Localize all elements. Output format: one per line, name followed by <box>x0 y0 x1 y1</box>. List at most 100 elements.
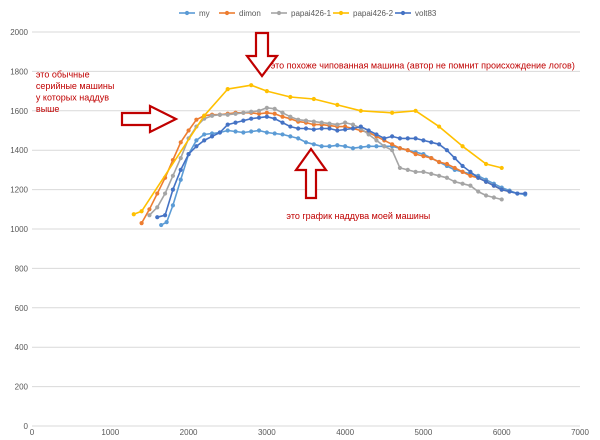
data-point-papai426-2 <box>249 83 254 88</box>
data-point-dimon <box>429 155 434 161</box>
legend-item-papai426-2: papai426-2 <box>333 9 394 18</box>
data-point-papai426-1 <box>303 118 309 123</box>
data-point-papai426-1 <box>460 181 465 186</box>
y-tick-label: 1200 <box>10 186 28 195</box>
series-line-papai426-1 <box>148 107 502 216</box>
data-point-my <box>327 144 332 149</box>
data-point-papai426-1 <box>256 108 262 113</box>
data-point-my <box>241 130 246 135</box>
data-point-papai426-1 <box>155 205 160 210</box>
data-point-papai426-2 <box>436 124 442 129</box>
data-point-papai426-1 <box>452 179 457 184</box>
data-point-my <box>202 132 207 137</box>
data-point-papai426-1 <box>178 155 183 161</box>
data-point-my <box>303 140 309 145</box>
legend-label: my <box>199 9 210 18</box>
data-point-dimon <box>460 169 465 174</box>
data-point-dimon <box>311 122 316 127</box>
legend: my dimon papai426-1 papai426-2 volt83 <box>179 9 437 18</box>
data-point-my <box>350 146 356 151</box>
data-point-dimon <box>264 110 269 115</box>
data-point-volt83 <box>397 136 403 141</box>
data-point-volt83 <box>209 134 215 139</box>
data-point-papai426-2 <box>483 161 489 167</box>
data-point-papai426-1 <box>162 191 168 196</box>
legend-label: volt83 <box>415 9 437 18</box>
data-point-volt83 <box>272 116 277 121</box>
data-point-my <box>280 132 285 137</box>
data-point-volt83 <box>444 148 450 153</box>
legend-swatch-marker <box>224 10 230 16</box>
data-point-papai426-1 <box>335 122 340 127</box>
data-point-volt83 <box>217 130 222 135</box>
data-point-volt83 <box>483 179 489 184</box>
data-point-papai426-2 <box>131 212 136 217</box>
data-point-papai426-2 <box>225 87 230 92</box>
annotation-1: это обычные серийные машины у которых надд… <box>36 69 114 114</box>
data-point-dimon <box>397 146 403 151</box>
data-point-volt83 <box>264 114 269 119</box>
data-point-volt83 <box>343 127 348 132</box>
data-point-volt83 <box>507 189 512 194</box>
data-point-volt83 <box>452 155 457 161</box>
data-point-volt83 <box>170 187 176 192</box>
annotation-line: у которых наддув <box>36 92 109 102</box>
arrow-right-icon <box>120 104 179 134</box>
x-tick-label: 0 <box>30 428 35 437</box>
data-point-papai426-1 <box>413 169 418 174</box>
data-point-papai426-1 <box>225 112 230 117</box>
annotations: это похоже чипованная машина (автор не п… <box>36 60 575 221</box>
data-point-my <box>233 129 238 134</box>
annotation-line: это похоже чипованная машина (автор не п… <box>271 60 575 70</box>
data-point-papai426-1 <box>327 121 332 126</box>
data-point-volt83 <box>225 122 230 127</box>
data-point-papai426-1 <box>217 112 222 117</box>
y-tick-label: 1400 <box>10 146 28 155</box>
y-tick-label: 1800 <box>10 67 28 76</box>
data-point-papai426-1 <box>170 173 176 178</box>
data-point-volt83 <box>327 126 332 131</box>
data-point-volt83 <box>374 132 379 137</box>
annotation-line: это обычные <box>36 69 90 79</box>
data-point-volt83 <box>202 138 207 143</box>
data-point-volt83 <box>280 120 285 125</box>
data-point-my <box>159 222 164 228</box>
legend-swatch-marker <box>400 10 406 16</box>
data-point-dimon <box>421 154 426 159</box>
data-point-papai426-1 <box>499 197 504 202</box>
y-tick-label: 1000 <box>10 225 28 234</box>
data-point-papai426-1 <box>483 193 489 198</box>
data-point-volt83 <box>491 183 496 188</box>
data-point-dimon <box>436 159 442 165</box>
annotation-2: это график наддува моей машины <box>286 211 430 221</box>
data-point-dimon <box>256 111 262 116</box>
data-point-dimon <box>468 173 473 178</box>
data-point-volt83 <box>366 128 371 133</box>
data-point-my <box>335 143 340 148</box>
data-point-papai426-1 <box>209 113 215 118</box>
data-point-papai426-1 <box>350 122 356 127</box>
data-point-volt83 <box>162 213 168 218</box>
data-point-volt83 <box>241 118 246 123</box>
series-line-papai426-2 <box>133 84 502 215</box>
data-point-volt83 <box>429 140 434 145</box>
data-point-papai426-1 <box>390 148 395 153</box>
data-point-papai426-1 <box>382 144 387 149</box>
data-point-my <box>164 220 169 225</box>
data-point-volt83 <box>350 126 356 131</box>
y-tick-label: 800 <box>15 264 29 273</box>
data-point-volt83 <box>468 169 473 174</box>
data-point-volt83 <box>256 115 262 120</box>
data-point-papai426-1 <box>468 183 473 188</box>
arrows <box>120 31 329 200</box>
data-point-dimon <box>452 165 457 171</box>
data-point-volt83 <box>390 134 395 139</box>
data-point-volt83 <box>523 191 528 196</box>
data-point-volt83 <box>194 144 199 149</box>
data-point-papai426-1 <box>491 195 496 200</box>
data-point-my <box>170 203 176 208</box>
data-point-dimon <box>178 140 183 145</box>
data-point-papai426-1 <box>264 105 269 110</box>
legend-swatch-marker <box>276 10 282 16</box>
legend-label: dimon <box>239 9 261 18</box>
